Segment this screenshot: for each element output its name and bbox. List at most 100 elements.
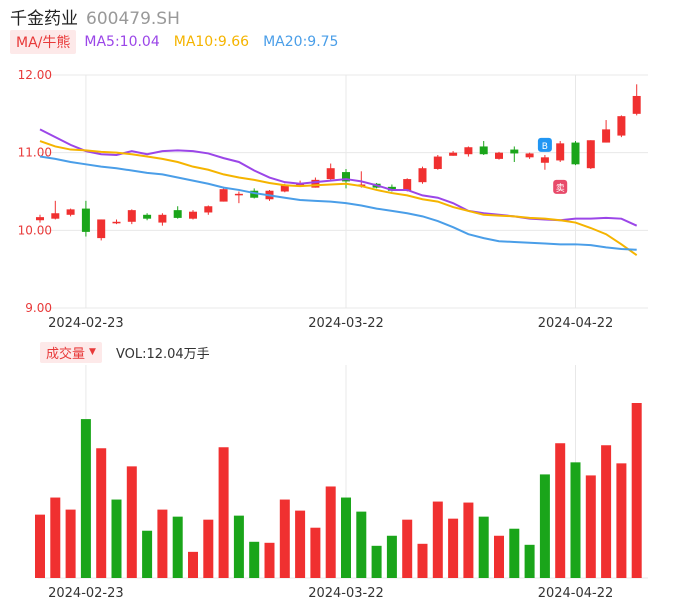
candle-body [510,149,519,154]
volume-bar [616,463,627,578]
candle-body [219,189,228,202]
volume-bar [631,403,642,578]
candle-body [97,219,106,239]
volume-legend: 成交量 ▼ VOL:12.04万手 [40,341,210,363]
volume-indicator-tab[interactable]: 成交量 ▼ [40,341,102,363]
signal-badge [553,179,568,194]
volume-bar [142,530,153,578]
candle-body [602,129,611,143]
candle-body [495,152,503,159]
volume-bar [570,462,581,578]
price-tick-label: 10.00 [18,223,52,237]
candle-body [586,140,595,169]
volume-bar [295,510,306,578]
candle-body [464,147,473,155]
volume-bar [279,499,290,578]
candle-body [617,116,626,136]
volume-bar [325,486,336,578]
volume-bar [601,445,612,578]
volume-value: VOL:12.04万手 [115,346,210,362]
buy-signal-icon: B [537,137,552,152]
candle-body [433,156,442,169]
volume-bar [555,443,566,578]
volume-date-label: 2024-03-22 [308,586,384,601]
volume-bar [65,509,76,578]
volume-bar [417,543,428,578]
volume-bar [478,516,489,578]
ma10-line [39,140,638,257]
candle-body [571,142,580,165]
volume-bar [509,528,520,578]
volume-bar [371,545,382,578]
volume-bar [80,419,91,578]
stock-code: 600479.SH [86,9,180,29]
price-tick-label: 9.00 [25,301,52,315]
candle-body [540,157,549,163]
volume-bar [233,515,244,578]
candle-body [204,206,213,213]
volume-bar [356,511,367,578]
volume-bar [524,544,535,578]
ma20-line [39,155,637,251]
volume-bar [50,497,61,578]
candle-body [112,221,121,224]
candle-body [403,179,412,191]
volume-bar [494,535,504,578]
candle-body [418,168,427,183]
volume-bar [126,466,137,578]
sell-signal-icon: 卖 [553,179,568,194]
volume-bar [402,519,413,578]
candle-body [81,208,90,232]
candle-body [51,213,60,219]
ma10-label: MA10:9.66 [173,34,250,50]
ma-indicator-tab[interactable]: MA/牛熊 [10,30,77,54]
volume-date-label: 2024-02-23 [48,586,124,601]
price-date-label: 2024-02-23 [48,316,124,331]
volume-bar [539,474,550,578]
price-date-label: 2024-04-22 [538,316,614,331]
stock-name: 千金药业 [10,9,78,29]
price-tick-label: 12.00 [18,68,52,82]
candle-body [556,143,565,161]
candle-body [280,185,289,192]
candle-body [158,214,167,223]
candle-body [127,210,136,222]
candle-body [189,211,197,219]
volume-bar [448,518,459,578]
volume-bar [386,535,397,578]
ma20-label: MA20:9.75 [263,34,339,50]
volume-bar [188,551,198,578]
ma-legend: MA/牛熊 MA5:10.04 MA10:9.66 MA20:9.75 [10,30,352,54]
candle-body [387,186,396,191]
candle-body [342,172,350,182]
volume-bar [463,502,474,578]
signal-badge [537,137,552,152]
price-date-label: 2024-03-22 [308,316,384,331]
candle-body [173,210,182,218]
volume-bar [264,542,275,578]
candle-body [449,152,458,156]
volume-bar [203,519,214,578]
volume-bar [35,514,45,578]
volume-bar [249,541,260,578]
signal-glyph: 卖 [556,183,565,194]
candle-body [234,193,243,196]
volume-bar [172,516,183,578]
caret-down-icon: ▼ [89,347,96,357]
volume-bar [585,475,596,578]
candle-body [326,168,335,180]
volume-bar [157,509,168,578]
volume-bar [341,497,351,578]
candle-body [143,214,152,219]
stock-header: 千金药业 600479.SH [10,4,180,29]
candle-body [311,179,320,188]
candle-body [479,146,488,155]
candle-body [36,217,44,221]
volume-bar [111,499,122,578]
candle-body [525,153,534,158]
volume-bar [310,527,321,578]
volume-tab-label: 成交量 [46,346,86,362]
volume-bar [96,448,107,578]
candle-body [250,190,259,198]
